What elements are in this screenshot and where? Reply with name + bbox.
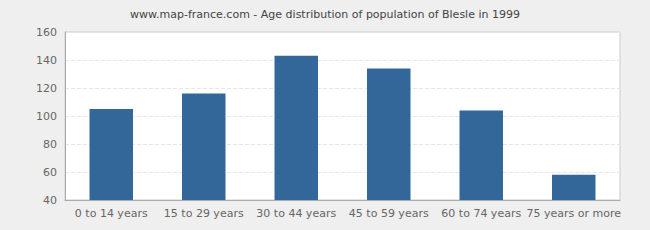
svg-text:30 to 44 years: 30 to 44 years bbox=[256, 207, 336, 220]
svg-text:120: 120 bbox=[36, 82, 57, 95]
svg-text:100: 100 bbox=[36, 110, 57, 123]
svg-text:www.map-france.com - Age distr: www.map-france.com - Age distribution of… bbox=[130, 8, 520, 21]
svg-text:80: 80 bbox=[43, 138, 57, 151]
svg-text:40: 40 bbox=[43, 194, 57, 207]
svg-text:15 to 29 years: 15 to 29 years bbox=[164, 207, 244, 220]
svg-text:140: 140 bbox=[36, 54, 57, 67]
svg-text:160: 160 bbox=[36, 26, 57, 39]
svg-text:75 years or more: 75 years or more bbox=[526, 207, 621, 220]
svg-text:0 to 14 years: 0 to 14 years bbox=[75, 207, 148, 220]
svg-text:60: 60 bbox=[43, 166, 57, 179]
svg-text:60 to 74 years: 60 to 74 years bbox=[441, 207, 521, 220]
svg-text:45 to 59 years: 45 to 59 years bbox=[349, 207, 429, 220]
